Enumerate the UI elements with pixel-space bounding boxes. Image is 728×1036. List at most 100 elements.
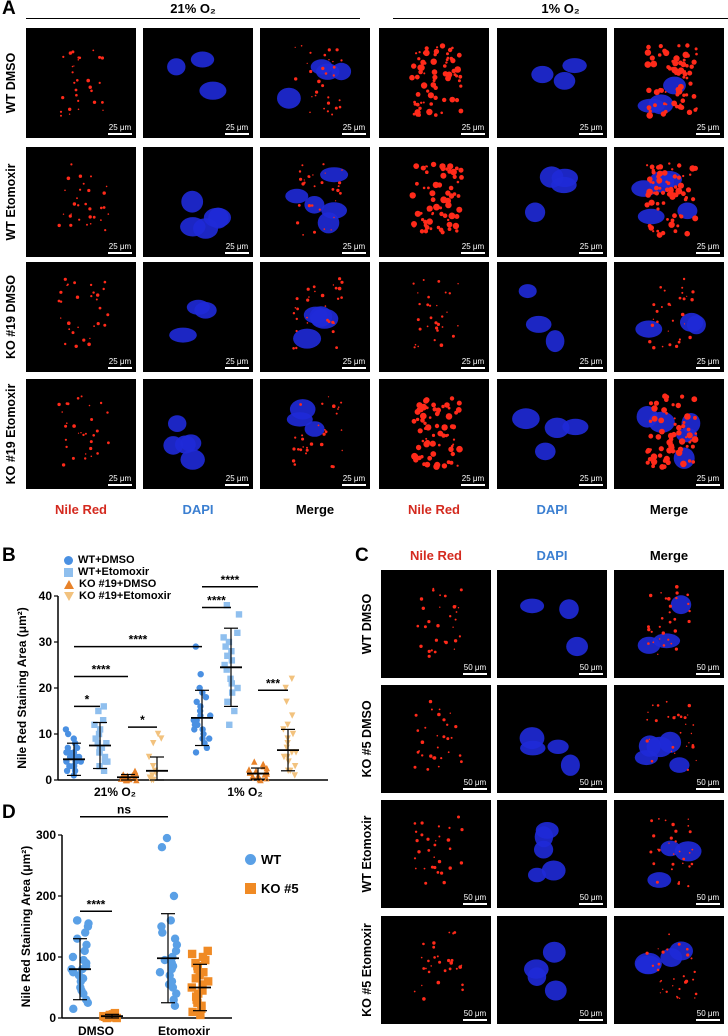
scale-bar: 25 μm xyxy=(225,123,249,135)
micrograph-nile-red: 50 μm xyxy=(381,916,491,1024)
data-point xyxy=(170,934,180,943)
significance-label: ns xyxy=(117,803,131,817)
data-point xyxy=(202,694,210,701)
scale-bar-line xyxy=(108,252,132,254)
micrograph-dapi: 25 μm xyxy=(497,28,607,138)
data-point xyxy=(282,684,289,692)
y-axis-label: Nile Red Staining Area (μm²) xyxy=(19,846,33,1008)
micrograph-dapi: 25 μm xyxy=(143,262,253,372)
data-point xyxy=(235,611,243,618)
y-tick-label: 30 xyxy=(39,635,53,649)
y-tick-label: 300 xyxy=(36,828,56,842)
micrograph-nile-red: 50 μm xyxy=(381,800,491,908)
scale-bar-line xyxy=(579,133,603,135)
data-point xyxy=(149,772,156,779)
scale-bar-label: 25 μm xyxy=(342,474,366,483)
micrograph-nile-red: 25 μm xyxy=(26,28,136,138)
scale-bar-line xyxy=(579,484,603,486)
x-tick-label: 1% O₂ xyxy=(227,785,262,799)
data-point xyxy=(94,740,101,747)
data-point xyxy=(249,773,256,780)
data-point xyxy=(187,949,197,959)
micrograph-dapi: 25 μm xyxy=(497,262,607,372)
column-label-nile-red: Nile Red xyxy=(54,502,107,517)
micrograph-dapi: 25 μm xyxy=(143,379,253,489)
scale-bar-label: 25 μm xyxy=(461,242,485,251)
scale-bar-line xyxy=(579,903,603,905)
scale-bar-label: 50 μm xyxy=(463,663,487,672)
legend-label: KO #5 xyxy=(261,881,299,896)
row-label: KO #5 DMSO xyxy=(356,684,378,794)
scale-bar: 25 μm xyxy=(461,123,485,135)
data-point xyxy=(158,735,165,742)
data-point xyxy=(166,916,175,925)
row-label: WT Etomoxir xyxy=(0,147,22,257)
scale-bar: 50 μm xyxy=(696,1009,720,1021)
panel-c-column-nile-red: Nile Red xyxy=(409,548,462,563)
data-point xyxy=(245,766,253,773)
scale-bar-line xyxy=(342,133,366,135)
legend-item: WT+Etomoxir xyxy=(64,566,171,578)
row-label-text: WT DMSO xyxy=(4,52,18,114)
legend-label: KO #19+DMSO xyxy=(79,578,157,590)
scale-bar-line xyxy=(579,1019,603,1021)
x-tick-label: Etomoxir xyxy=(158,1024,210,1036)
legend-square-marker xyxy=(64,567,73,577)
data-point xyxy=(91,721,98,728)
data-point xyxy=(100,703,107,710)
data-point xyxy=(62,726,70,733)
scale-bar-line xyxy=(696,673,720,675)
data-point xyxy=(194,989,203,998)
data-point xyxy=(263,764,271,772)
scale-bar-label: 50 μm xyxy=(696,663,720,672)
scale-bar-label: 25 μm xyxy=(342,123,366,132)
data-point xyxy=(228,680,235,687)
scale-bar: 50 μm xyxy=(579,1009,603,1021)
scale-bar-label: 25 μm xyxy=(225,357,249,366)
data-point xyxy=(196,684,203,692)
y-tick-label: 0 xyxy=(49,1011,56,1025)
data-point xyxy=(288,675,296,682)
scale-bar: 25 μm xyxy=(342,357,366,369)
scale-bar: 50 μm xyxy=(696,778,720,790)
y-tick-label: 20 xyxy=(39,681,53,695)
legend-item: KO #5 xyxy=(245,881,299,896)
scale-bar: 25 μm xyxy=(579,474,603,486)
scale-bar: 25 μm xyxy=(108,357,132,369)
data-point xyxy=(225,638,233,646)
scale-bar-line xyxy=(463,1019,487,1021)
data-point xyxy=(154,730,162,738)
scale-bar-line xyxy=(225,252,249,254)
scale-bar-label: 25 μm xyxy=(108,123,132,132)
data-point xyxy=(197,671,204,678)
scale-bar-line xyxy=(696,788,720,790)
significance-label: **** xyxy=(87,897,106,911)
data-point xyxy=(95,730,103,738)
scale-bar: 25 μm xyxy=(579,357,603,369)
micrograph-dapi: 50 μm xyxy=(497,800,607,908)
scale-bar-line xyxy=(461,367,485,369)
scale-bar: 25 μm xyxy=(461,357,485,369)
data-point xyxy=(69,1004,78,1014)
data-point xyxy=(221,661,228,669)
significance-label: * xyxy=(85,692,90,706)
scale-bar: 25 μm xyxy=(225,357,249,369)
scale-bar-line xyxy=(579,788,603,790)
y-tick-label: 0 xyxy=(45,773,52,787)
chart-b-legend: WT+DMSO WT+Etomoxir KO #19+DMSO KO #19+E… xyxy=(64,554,171,602)
legend-label: WT+Etomoxir xyxy=(78,566,150,578)
data-point xyxy=(251,758,258,765)
data-point xyxy=(191,958,200,968)
scale-bar-line xyxy=(696,367,720,369)
column-label-merge-hypoxia: Merge xyxy=(649,502,689,517)
scale-bar-label: 50 μm xyxy=(696,778,720,787)
data-point xyxy=(234,684,241,692)
scale-bar-line xyxy=(108,484,132,486)
data-point xyxy=(193,698,200,705)
data-point xyxy=(95,707,102,715)
scale-bar: 50 μm xyxy=(463,778,487,790)
scale-bar: 50 μm xyxy=(579,663,603,675)
scale-bar-line xyxy=(108,367,132,369)
row-label-text: KO #19 DMSO xyxy=(4,274,18,360)
data-point xyxy=(220,634,227,641)
